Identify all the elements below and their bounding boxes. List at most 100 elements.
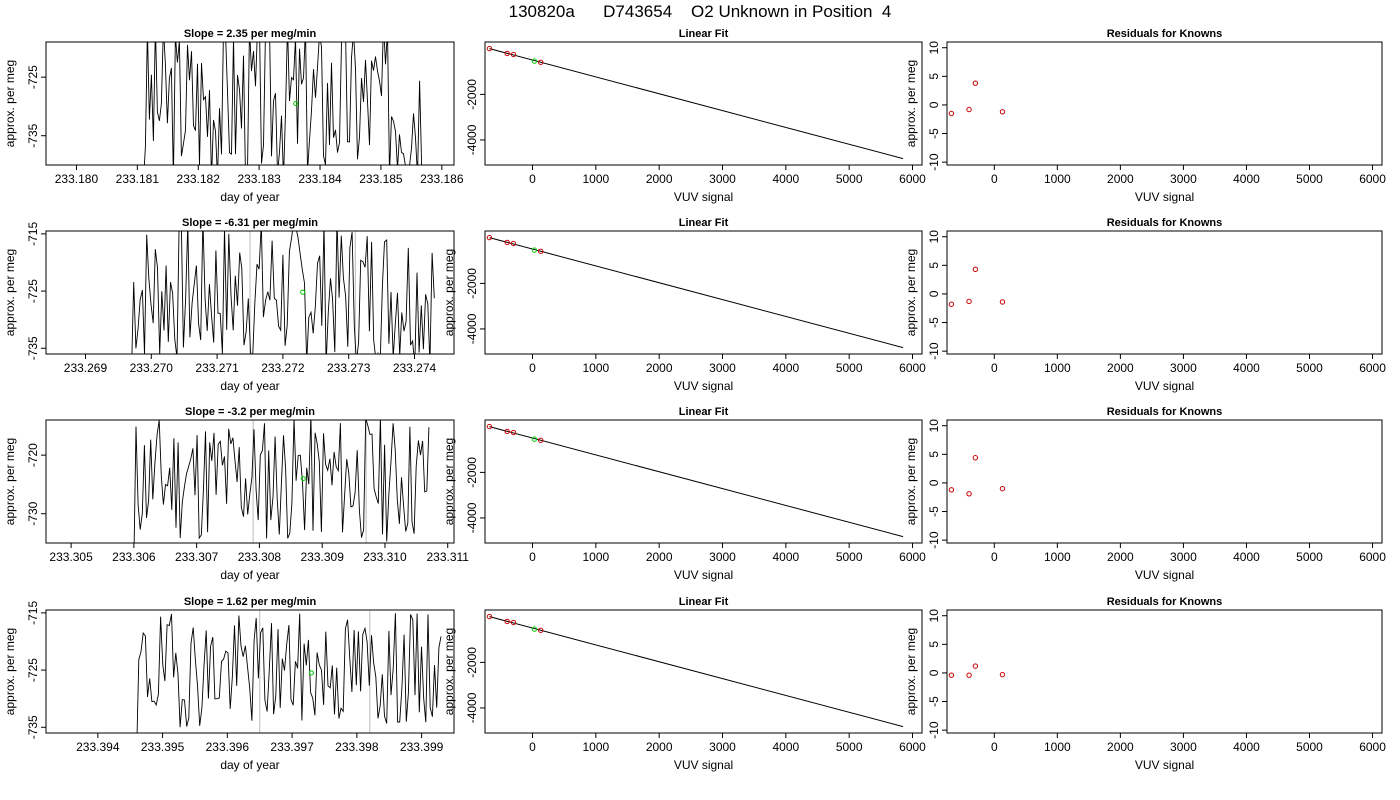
x-tick-label: 4000 (772, 550, 799, 564)
x-tick-label: 1000 (1044, 172, 1071, 186)
unknown-point (293, 101, 299, 106)
y-axis-label: approx. per meg (3, 438, 17, 525)
x-tick-label: 0 (529, 740, 536, 754)
x-axis-label: day of year (220, 379, 279, 393)
known-point (504, 50, 510, 57)
residual-point (972, 80, 979, 86)
y-tick-label: -5 (927, 696, 941, 707)
y-tick-label: -2000 (465, 457, 479, 488)
plot-area (948, 663, 1006, 678)
y-tick-label: 5 (927, 73, 941, 80)
panel-fit-2: Linear Fit 0 1000 2000 3000 4000 5000 6000 -2000… (442, 217, 926, 393)
y-axis-label: approx. per meg (3, 249, 17, 336)
fit-line (489, 48, 904, 160)
y-tick-label: 5 (927, 451, 941, 458)
residual-point (966, 491, 972, 497)
y-tick-label: 0 (927, 101, 941, 108)
unknown-point (300, 289, 306, 295)
x-tick-label: 1000 (1044, 361, 1071, 375)
y-tick-label: 5 (927, 641, 941, 648)
x-tick-label: 233.274 (393, 361, 437, 375)
plot-area (486, 423, 904, 538)
y-tick-label: -735 (26, 336, 40, 360)
plot-frame (45, 230, 455, 355)
x-tick-label: 2000 (646, 172, 673, 186)
x-axis-label: VUV signal (1135, 190, 1194, 204)
residual-point (948, 487, 955, 493)
panel-fit-3: Linear Fit 0 1000 2000 3000 4000 5000 6000 -2000… (442, 406, 926, 582)
plot-frame (946, 41, 1383, 166)
x-tick-label: 3000 (1170, 361, 1197, 375)
plot-frame (946, 419, 1383, 544)
panel-title: Linear Fit (679, 596, 729, 608)
y-axis-label: approx. per meg (904, 438, 918, 525)
x-tick-label: 6000 (1359, 550, 1386, 564)
y-axis-label: approx. per meg (904, 628, 918, 715)
x-tick-label: 233.182 (177, 172, 221, 186)
x-axis-label: day of year (220, 190, 279, 204)
x-axis-label: VUV signal (674, 758, 733, 772)
x-tick-label: 0 (991, 550, 998, 564)
x-tick-label: 3000 (709, 550, 736, 564)
plot-area (133, 420, 430, 543)
residual-point (948, 672, 955, 678)
x-tick-label: 5000 (836, 740, 863, 754)
unknown-point (531, 247, 538, 253)
x-tick-label: 0 (991, 740, 998, 754)
x-tick-label: 233.183 (237, 172, 281, 186)
x-tick-label: 233.309 (300, 550, 344, 564)
x-tick-label: 6000 (899, 550, 926, 564)
residual-point (999, 109, 1006, 115)
panel-resid-1: Residuals for Knowns 0 1000 2000 3000 4000 500… (904, 28, 1386, 204)
y-tick-label: -735 (26, 123, 40, 147)
y-tick-label: -730 (26, 501, 40, 525)
y-tick-label: 10 (927, 230, 941, 244)
x-tick-label: 3000 (709, 740, 736, 754)
x-axis-label: VUV signal (674, 568, 733, 582)
x-tick-label: 0 (529, 550, 536, 564)
known-point (486, 234, 493, 241)
x-tick-label: 3000 (1170, 550, 1197, 564)
residual-point (966, 298, 972, 305)
y-tick-label: -715 (26, 222, 40, 246)
x-tick-label: 6000 (1359, 361, 1386, 375)
y-tick-label: -720 (26, 443, 40, 467)
plot-area (486, 613, 904, 728)
panel-resid-3: Residuals for Knowns 0 1000 2000 3000 4000 500… (904, 406, 1386, 582)
y-tick-label: -10 (927, 153, 941, 171)
y-tick-label: 10 (927, 41, 941, 55)
y-tick-label: -2000 (465, 268, 479, 299)
x-tick-label: 6000 (899, 361, 926, 375)
x-axis-label: day of year (220, 758, 279, 772)
y-tick-label: -4000 (465, 692, 479, 723)
x-tick-label: 233.269 (64, 361, 108, 375)
x-tick-label: 6000 (899, 740, 926, 754)
plot-frame (484, 609, 923, 734)
plot-area (948, 455, 1006, 497)
panel-title: Slope = -6.31 per meg/min (182, 217, 318, 229)
plot-area (948, 266, 1006, 307)
x-tick-label: 5000 (1296, 550, 1323, 564)
x-tick-label: 4000 (772, 361, 799, 375)
x-axis-label: VUV signal (1135, 758, 1194, 772)
y-tick-label: -5 (927, 317, 941, 328)
x-tick-label: 6000 (1359, 172, 1386, 186)
plot-frame (45, 609, 455, 734)
x-tick-label: 0 (991, 172, 998, 186)
x-tick-label: 2000 (1107, 550, 1134, 564)
y-tick-label: 0 (927, 669, 941, 676)
x-tick-label: 6000 (1359, 740, 1386, 754)
plot-frame (45, 419, 455, 544)
x-tick-label: 2000 (646, 361, 673, 375)
known-point (486, 423, 493, 430)
x-tick-label: 3000 (709, 172, 736, 186)
x-axis-label: VUV signal (1135, 568, 1194, 582)
x-tick-label: 4000 (1233, 361, 1260, 375)
fit-line (489, 616, 904, 728)
figure-title: 130820a D743654 O2 Unknown in Position 4 (508, 2, 892, 21)
y-tick-label: -10 (927, 721, 941, 739)
known-point (538, 437, 544, 443)
panel-time-2: Slope = -6.31 per meg/min 233.269 233.270 2… (3, 217, 455, 393)
signal-trace (133, 420, 430, 543)
panel-resid-2: Residuals for Knowns 0 1000 2000 3000 4000 500… (904, 217, 1386, 393)
